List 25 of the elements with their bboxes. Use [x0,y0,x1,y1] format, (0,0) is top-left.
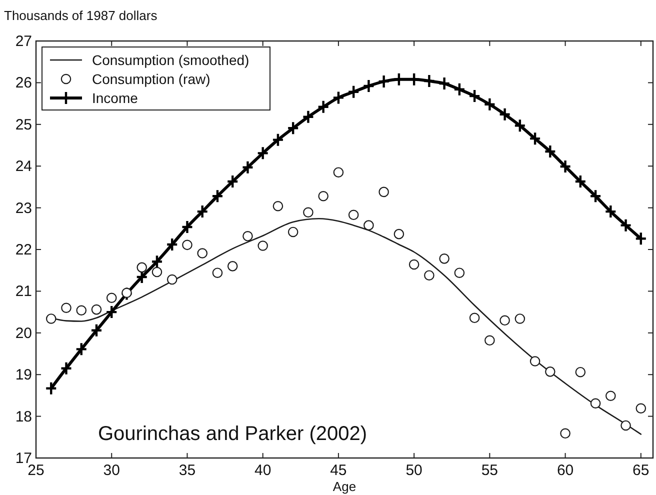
x-tick-label: 25 [28,462,44,479]
x-tick-label: 45 [330,462,347,479]
y-tick-label: 19 [15,366,32,384]
x-tick-label: 30 [103,462,120,479]
x-tick-label: 40 [254,462,272,479]
annotation: Gourinchas and Parker (2002) [98,423,368,445]
y-tick-label: 27 [15,33,32,50]
legend-label: Consumption (raw) [92,71,210,87]
y-axis-title: Thousands of 1987 dollars [4,8,158,23]
y-tick-label: 22 [15,242,32,258]
y-tick-label: 23 [15,200,32,217]
y-tick-label: 18 [15,408,32,426]
x-tick-label: 65 [632,462,650,479]
y-tick-label: 24 [15,158,32,176]
x-tick-label: 50 [406,462,422,479]
y-tick-label: 26 [15,74,32,92]
y-tick-label: 20 [15,324,32,342]
legend-label: Consumption (smoothed) [92,52,250,68]
x-tick-label: 60 [556,462,574,479]
legend-label: Income [92,90,138,106]
y-tick-label: 25 [15,116,32,134]
x-axis-title: Age [332,479,356,494]
x-tick-label: 55 [481,462,498,479]
y-tick-label: 21 [15,283,32,300]
x-tick-label: 35 [178,462,196,479]
